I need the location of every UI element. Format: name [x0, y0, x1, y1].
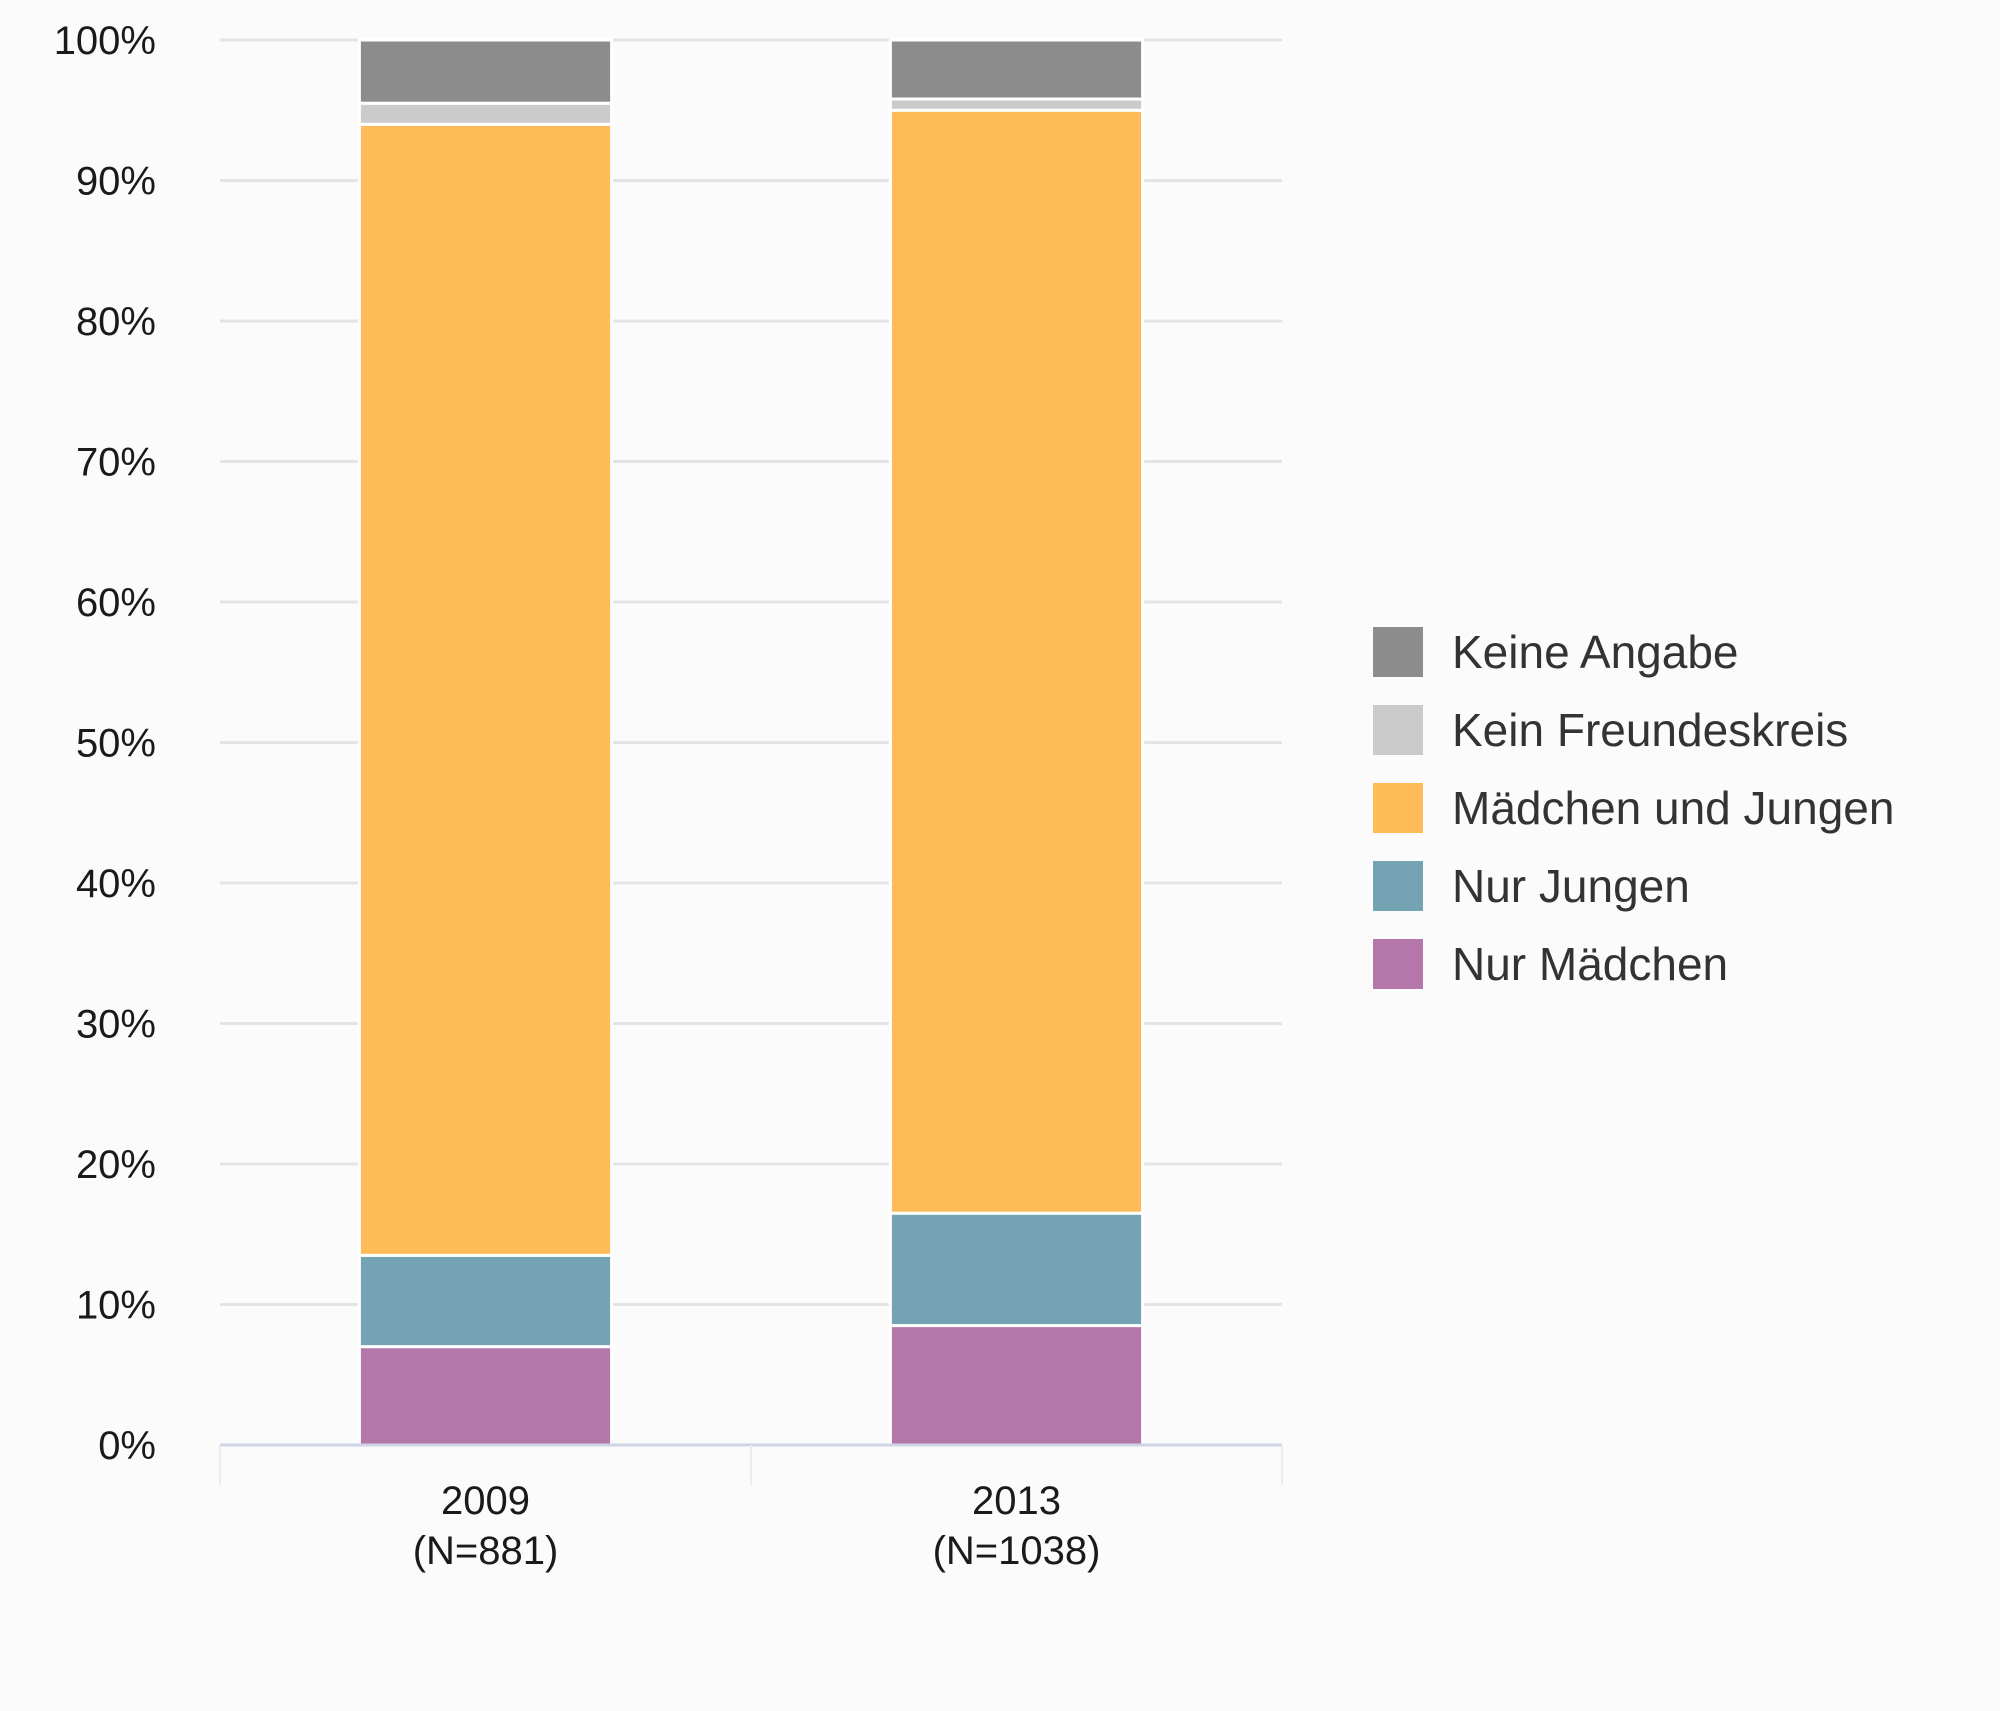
- y-tick-label: 0%: [98, 1424, 156, 1468]
- y-tick-label: 60%: [76, 581, 156, 625]
- x-category-label: 2009: [441, 1479, 530, 1523]
- bar-segment-2009-nur-jungen: [357, 1253, 614, 1349]
- bar-segment-2009-mädchen-und-jungen: [357, 122, 614, 1257]
- x-category-label: 2013: [972, 1479, 1061, 1523]
- legend-swatch: [1373, 705, 1423, 755]
- y-tick-label: 100%: [54, 19, 156, 63]
- y-tick-label: 80%: [76, 300, 156, 344]
- bar-segment-2009-keine-angabe: [357, 38, 614, 105]
- x-category-sublabel: (N=881): [413, 1529, 559, 1573]
- legend-label: Nur Jungen: [1452, 860, 1690, 912]
- legend-swatch: [1373, 627, 1423, 677]
- bar-segment-2013-mädchen-und-jungen: [888, 108, 1145, 1215]
- legend-label: Keine Angabe: [1452, 626, 1739, 678]
- y-tick-label: 10%: [76, 1284, 156, 1328]
- y-tick-label: 90%: [76, 160, 156, 204]
- bar-segment-2009-kein-freundeskreis: [357, 101, 614, 126]
- y-tick-label: 70%: [76, 441, 156, 485]
- bar-segment-2013-nur-mädchen: [888, 1324, 1145, 1447]
- bars: [357, 38, 1145, 1447]
- legend-swatch: [1373, 939, 1423, 989]
- bar-segment-2009-nur-mädchen: [357, 1345, 614, 1447]
- x-axis: 2009 (N=881) 2013 (N=1038): [219, 1443, 1283, 1573]
- x-category-sublabel: (N=1038): [933, 1529, 1101, 1573]
- legend-label: Mädchen und Jungen: [1452, 782, 1894, 834]
- y-axis-tick-labels: 0% 10% 20% 30% 40% 50% 60% 70% 80% 90% 100%: [54, 19, 156, 1468]
- y-tick-label: 20%: [76, 1143, 156, 1187]
- y-tick-label: 50%: [76, 722, 156, 766]
- y-tick-label: 30%: [76, 1003, 156, 1047]
- legend-label: Nur Mädchen: [1452, 938, 1728, 990]
- legend-swatch: [1373, 783, 1423, 833]
- legend: Keine Angabe Kein Freundeskreis Mädchen un…: [1373, 626, 1894, 990]
- bar-segment-2013-keine-angabe: [888, 38, 1145, 101]
- legend-label: Kein Freundeskreis: [1452, 704, 1848, 756]
- bar-segment-2013-kein-freundeskreis: [888, 97, 1145, 112]
- legend-swatch: [1373, 861, 1423, 911]
- y-tick-label: 40%: [76, 862, 156, 906]
- bar-segment-2013-nur-jungen: [888, 1211, 1145, 1328]
